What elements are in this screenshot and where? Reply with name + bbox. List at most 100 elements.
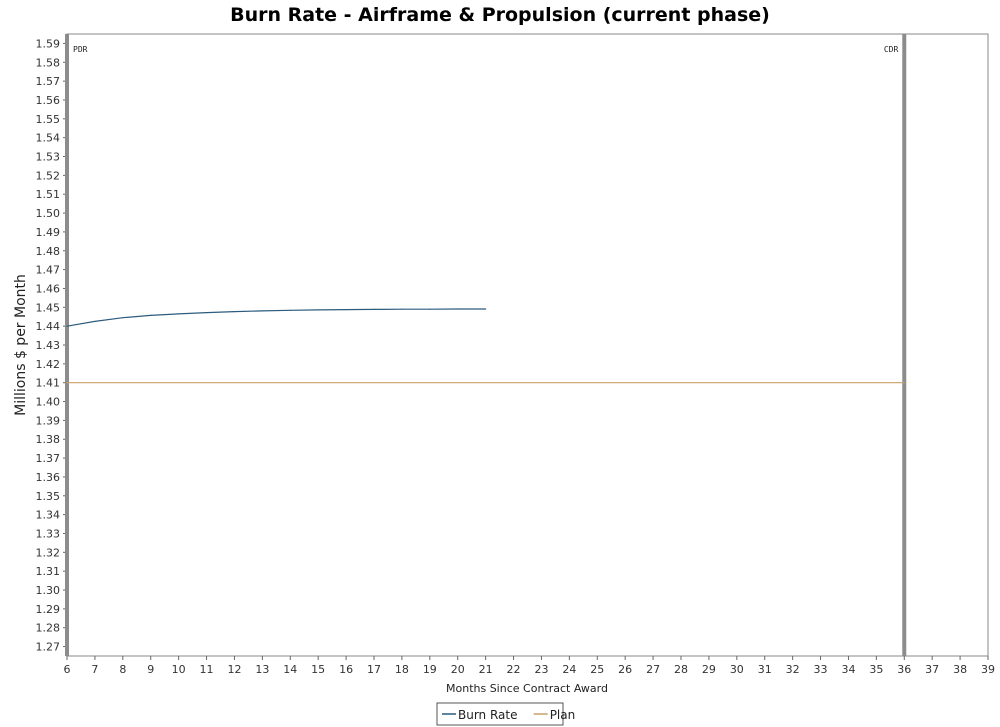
data-point	[122, 317, 124, 319]
x-tick-label: 38	[953, 663, 967, 676]
x-tick-label: 35	[869, 663, 883, 676]
y-tick-label: 1.34	[36, 509, 61, 522]
x-tick-label: 6	[64, 663, 71, 676]
data-point	[261, 310, 263, 312]
x-tick-label: 36	[897, 663, 911, 676]
y-tick-label: 1.45	[36, 301, 61, 314]
y-tick-label: 1.35	[36, 490, 61, 503]
y-tick-label: 1.57	[36, 75, 61, 88]
y-tick-label: 1.50	[36, 207, 61, 220]
chart-title: Burn Rate - Airframe & Propulsion (curre…	[230, 4, 770, 26]
x-tick-label: 10	[172, 663, 186, 676]
y-tick-label: 1.30	[36, 584, 61, 597]
y-tick-label: 1.49	[36, 226, 61, 239]
legend-label-plan: Plan	[550, 708, 576, 722]
y-axis: 1.27 1.28 1.29 1.30 1.31 1.32 1.33 1.34 1.35 1.36…	[36, 37, 67, 654]
y-axis-label: Millions $ per Month	[13, 274, 29, 416]
data-point	[401, 308, 403, 310]
data-point	[66, 382, 68, 384]
x-tick-label: 12	[227, 663, 241, 676]
marker-label-pdr: PDR	[73, 45, 88, 54]
y-tick-label: 1.28	[36, 622, 61, 635]
x-tick-label: 14	[283, 663, 297, 676]
x-tick-label: 15	[311, 663, 325, 676]
data-point	[317, 309, 319, 311]
y-tick-label: 1.27	[36, 641, 61, 654]
y-tick-label: 1.59	[36, 37, 61, 50]
x-tick-label: 26	[618, 663, 632, 676]
x-tick-label: 19	[423, 663, 437, 676]
data-point	[485, 308, 487, 310]
phase-markers: PDR CDR	[65, 34, 907, 656]
marker-line-pdr	[65, 34, 69, 656]
y-tick-label: 1.48	[36, 245, 61, 258]
x-tick-label: 34	[841, 663, 855, 676]
marker-label-cdr: CDR	[884, 45, 899, 54]
x-tick-label: 16	[339, 663, 353, 676]
y-tick-label: 1.29	[36, 603, 61, 616]
legend-label-burn-rate: Burn Rate	[458, 708, 518, 722]
y-tick-label: 1.43	[36, 339, 61, 352]
data-point	[345, 308, 347, 311]
y-tick-label: 1.37	[36, 452, 61, 465]
y-tick-label: 1.32	[36, 546, 61, 559]
y-tick-label: 1.38	[36, 433, 61, 446]
y-tick-label: 1.55	[36, 113, 61, 126]
data-point	[150, 314, 152, 317]
x-tick-label: 21	[479, 663, 493, 676]
y-tick-label: 1.40	[36, 396, 61, 409]
legend-box	[436, 702, 564, 726]
y-tick-label: 1.51	[36, 188, 61, 201]
x-tick-label: 18	[395, 663, 409, 676]
y-tick-label: 1.56	[36, 94, 61, 107]
data-point	[373, 308, 375, 310]
x-tick-label: 11	[200, 663, 214, 676]
marker-line-cdr	[902, 34, 907, 656]
series-line-burn-rate	[66, 308, 486, 327]
x-tick-label: 17	[367, 663, 381, 676]
y-tick-label: 1.53	[36, 151, 61, 164]
data-point	[429, 308, 431, 310]
y-tick-label: 1.54	[36, 132, 61, 145]
data-point	[289, 309, 291, 311]
x-tick-label: 13	[255, 663, 269, 676]
data-point	[178, 313, 180, 315]
plot-area	[66, 33, 989, 657]
series-group	[66, 308, 905, 384]
y-tick-label: 1.39	[36, 414, 61, 427]
y-tick-label: 1.41	[36, 377, 61, 390]
x-tick-label: 33	[814, 663, 828, 676]
legend: Burn Rate Plan	[436, 702, 576, 726]
data-point	[205, 311, 208, 314]
y-tick-label: 1.36	[36, 471, 61, 484]
x-tick-label: 22	[507, 663, 521, 676]
x-tick-label: 30	[730, 663, 744, 676]
x-tick-label: 28	[674, 663, 688, 676]
y-tick-label: 1.58	[36, 56, 61, 69]
y-tick-label: 1.52	[36, 169, 61, 182]
x-tick-label: 7	[91, 663, 98, 676]
data-point	[903, 382, 905, 384]
x-tick-label: 37	[925, 663, 939, 676]
y-tick-label: 1.46	[36, 282, 61, 295]
x-tick-label: 20	[451, 663, 465, 676]
x-tick-label: 24	[562, 663, 576, 676]
x-tick-label: 27	[646, 663, 660, 676]
y-tick-label: 1.42	[36, 358, 61, 371]
x-tick-label: 29	[702, 663, 716, 676]
y-tick-label: 1.44	[36, 320, 61, 333]
data-point	[94, 320, 96, 323]
x-axis: 6 7 8 9 10 11 12 13 14 15 16 17 18 19 20 21 22 23 24 25 26 27…	[64, 656, 995, 676]
y-tick-label: 1.47	[36, 264, 61, 277]
data-point	[66, 325, 68, 327]
x-tick-label: 39	[981, 663, 995, 676]
x-tick-label: 25	[590, 663, 604, 676]
x-tick-label: 32	[786, 663, 800, 676]
x-tick-label: 9	[147, 663, 154, 676]
data-point	[233, 311, 236, 313]
x-tick-label: 8	[119, 663, 126, 676]
data-point	[457, 308, 459, 310]
y-tick-label: 1.31	[36, 565, 61, 578]
x-tick-label: 23	[534, 663, 548, 676]
